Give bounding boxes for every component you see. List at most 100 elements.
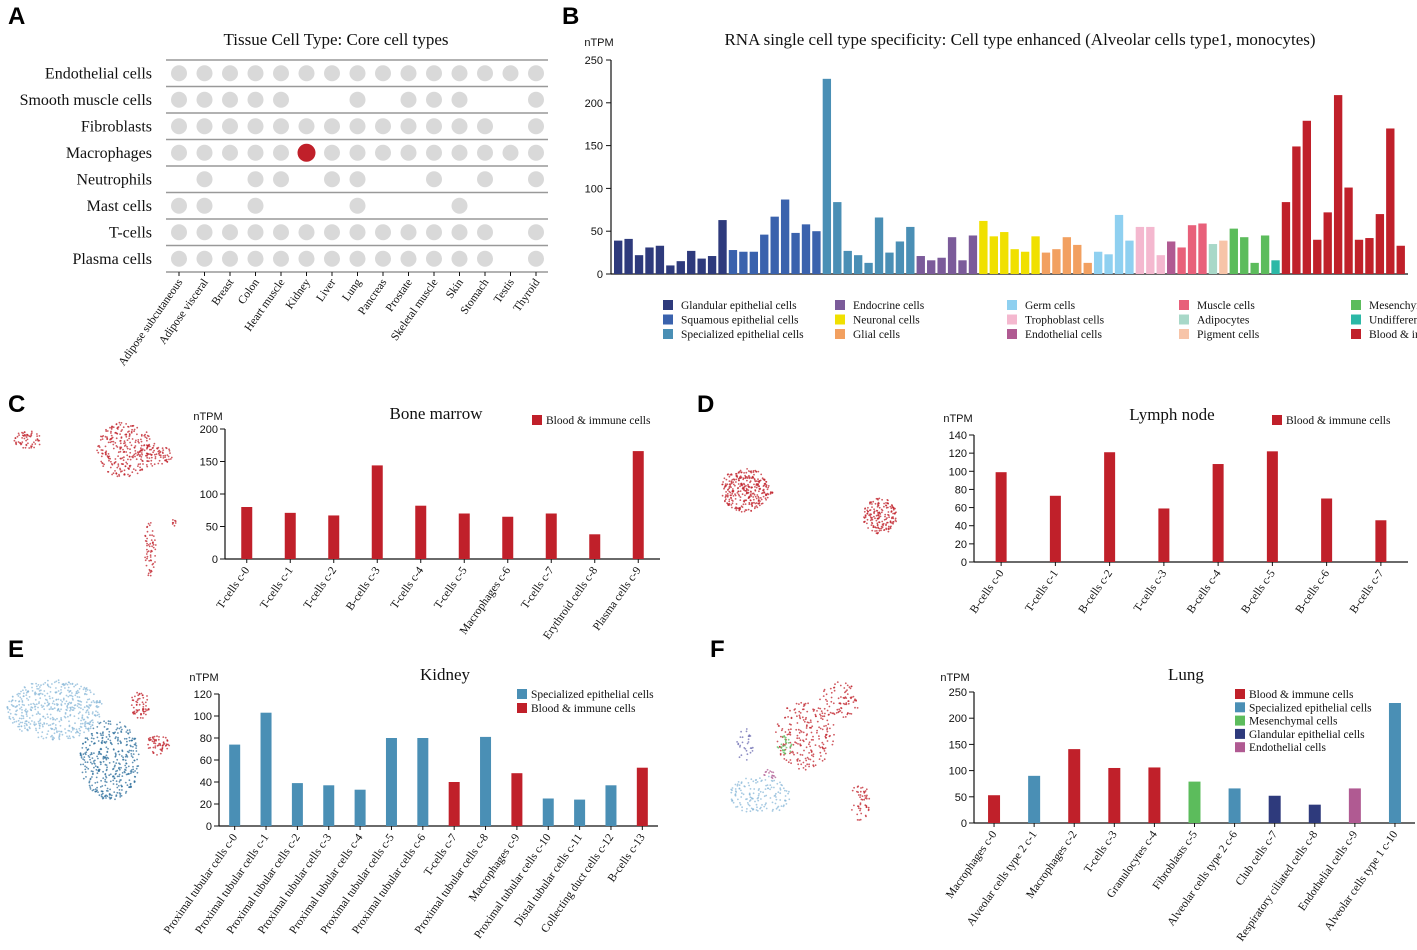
umap-point xyxy=(881,498,883,501)
umap-point xyxy=(790,728,792,731)
umap-point xyxy=(72,709,75,711)
umap-point xyxy=(112,783,115,785)
umap-point xyxy=(141,460,144,462)
umap-point xyxy=(766,496,769,499)
umap-point xyxy=(812,735,814,738)
umap-point xyxy=(52,718,54,721)
umap-point xyxy=(53,707,56,710)
umap-point xyxy=(22,689,24,692)
legend-label-blood: Blood & immune cells xyxy=(531,703,636,715)
umap-point xyxy=(730,504,733,506)
umap-point xyxy=(844,682,847,685)
presence-dot xyxy=(400,118,417,135)
umap-point xyxy=(126,454,129,457)
umap-point xyxy=(134,742,137,744)
umap-point xyxy=(161,745,164,747)
umap-point xyxy=(749,499,752,502)
umap-point xyxy=(777,725,780,727)
umap-point xyxy=(137,453,140,456)
umap-point xyxy=(8,717,11,719)
umap-point xyxy=(84,692,86,695)
umap-point xyxy=(35,685,38,688)
umap-point xyxy=(37,706,39,709)
umap-point xyxy=(86,748,89,751)
umap-point xyxy=(54,719,57,721)
umap-point xyxy=(123,473,126,476)
umap-point xyxy=(79,729,82,732)
umap-point xyxy=(759,497,762,499)
umap-point xyxy=(96,711,99,714)
umap-point xyxy=(806,756,809,759)
umap-point xyxy=(64,687,66,689)
umap-point xyxy=(139,454,142,456)
umap-point xyxy=(892,507,895,510)
umap-point xyxy=(739,746,741,748)
umap-point xyxy=(84,725,87,728)
umap-point xyxy=(21,703,24,706)
umap-point xyxy=(110,460,112,463)
umap-point xyxy=(30,706,33,709)
umap-point xyxy=(121,749,124,752)
umap-point xyxy=(832,740,834,743)
presence-dot xyxy=(171,118,187,135)
umap-point xyxy=(60,699,62,701)
umap-point xyxy=(808,763,810,766)
bar-squamous xyxy=(739,251,748,274)
umap-point xyxy=(794,708,796,710)
umap-point xyxy=(162,455,165,457)
presence-dot xyxy=(324,118,340,135)
umap-point xyxy=(748,486,750,489)
umap-point xyxy=(844,716,847,718)
umap-point xyxy=(138,451,141,453)
umap-point xyxy=(763,491,766,494)
presence-dot xyxy=(247,118,264,135)
umap-point xyxy=(131,761,134,764)
y-axis-label: nTPM xyxy=(193,411,222,423)
umap-point xyxy=(168,448,171,451)
umap-point xyxy=(25,723,28,725)
umap-point xyxy=(51,702,54,705)
umap-point xyxy=(745,471,748,474)
row-label-neutrophils: Neutrophils xyxy=(76,171,152,188)
umap-point xyxy=(859,803,862,806)
umap-point xyxy=(62,698,65,701)
presence-dot xyxy=(298,65,315,82)
umap-point xyxy=(86,705,89,708)
presence-dot xyxy=(247,224,264,241)
umap-point xyxy=(81,771,84,774)
umap-point xyxy=(152,737,155,740)
y-tick-label: 200 xyxy=(585,98,603,110)
umap-point xyxy=(730,486,732,489)
umap-point xyxy=(739,499,742,501)
umap-point xyxy=(845,690,847,693)
umap-point xyxy=(776,746,779,748)
umap-point xyxy=(71,727,74,730)
umap-point xyxy=(21,437,23,439)
umap-point xyxy=(739,496,742,498)
umap-point xyxy=(757,478,759,481)
umap-point xyxy=(41,693,44,696)
umap-point xyxy=(30,434,33,437)
presence-dot xyxy=(324,224,340,241)
umap-point xyxy=(745,728,748,730)
bar-proximal-tubular-cells-c-10 xyxy=(542,798,554,826)
umap-point xyxy=(71,692,73,694)
x-tick-label-b-cells-c-4: B-cells c-4 xyxy=(1185,568,1224,616)
umap-point xyxy=(863,516,865,518)
umap-point xyxy=(84,722,86,724)
umap-point xyxy=(25,439,27,442)
umap-point xyxy=(88,713,90,716)
presence-dot xyxy=(298,250,315,267)
y-tick-label: 80 xyxy=(200,733,212,745)
umap-point xyxy=(877,514,879,517)
umap-point xyxy=(825,733,827,736)
legend-label-glandular: Glandular epithelial cells xyxy=(681,300,797,312)
umap-point xyxy=(798,759,801,762)
umap-point xyxy=(49,697,51,700)
umap-point xyxy=(784,738,786,741)
bar-t-cells-c-5 xyxy=(458,513,470,559)
umap-point xyxy=(771,774,774,777)
umap-point xyxy=(64,732,67,734)
umap-point xyxy=(796,715,798,718)
umap-point xyxy=(120,731,123,733)
